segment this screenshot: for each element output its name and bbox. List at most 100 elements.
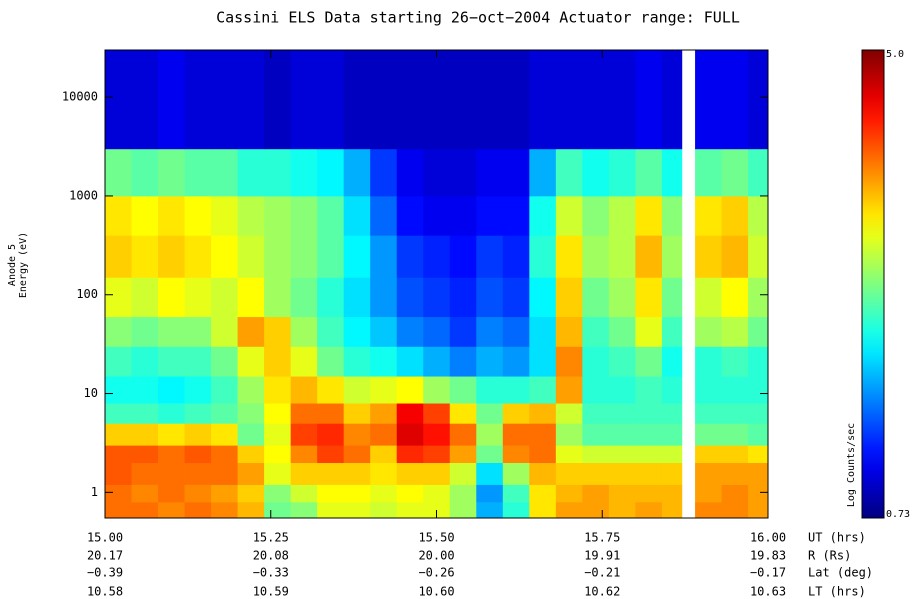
heatmap-cell (131, 484, 159, 503)
heatmap-cell (131, 346, 159, 377)
heatmap-cell (158, 376, 185, 404)
heatmap-cell (635, 148, 663, 197)
heatmap-cell (423, 403, 451, 424)
heatmap-cell (423, 277, 451, 318)
heatmap-cell (211, 346, 238, 377)
x-row-label: −0.39 (87, 566, 123, 580)
heatmap-cell (748, 376, 769, 404)
heatmap-cell (695, 462, 722, 485)
heatmap-cell (370, 148, 398, 197)
heatmap-cell (721, 445, 749, 464)
heatmap-cell (370, 195, 398, 236)
y-axis-label: Anode 5 (7, 244, 18, 286)
heatmap-cell (721, 462, 749, 485)
heatmap-cell (502, 235, 530, 278)
heatmap-cell (131, 501, 159, 519)
heatmap-cell (695, 50, 722, 150)
x-row-label: 10.60 (418, 585, 454, 599)
heatmap-cell (608, 423, 636, 446)
heatmap-cell (211, 316, 238, 347)
heatmap-cell (449, 346, 477, 377)
heatmap-cell (555, 423, 583, 446)
colorbar-label: Log Counts/sec (846, 423, 857, 507)
heatmap-cell (237, 462, 265, 485)
heatmap-cell (317, 316, 345, 347)
heatmap-cell (184, 484, 212, 503)
heatmap-cell (529, 376, 557, 404)
heatmap-cell (370, 462, 398, 485)
heatmap-cell (423, 445, 451, 464)
heatmap-cell (695, 376, 722, 404)
heatmap-cell (237, 376, 265, 404)
heatmap-cell (343, 195, 371, 236)
heatmap-cell (555, 346, 583, 377)
heatmap-cell (211, 148, 238, 197)
heatmap-cell (264, 50, 292, 150)
heatmap-cell (370, 376, 398, 404)
heatmap-cell (343, 462, 371, 485)
heatmap-cell (661, 346, 683, 377)
heatmap-cell (476, 484, 504, 503)
heatmap-cell (529, 148, 557, 197)
heatmap-cell (635, 462, 663, 485)
heatmap-cell (211, 50, 238, 150)
heatmap-cell (184, 148, 212, 197)
heatmap-cell (476, 235, 504, 278)
heatmap-cell (529, 235, 557, 278)
heatmap-cell (476, 277, 504, 318)
heatmap-cell (555, 50, 583, 150)
heatmap-cell (264, 484, 292, 503)
heatmap-cell (290, 195, 318, 236)
heatmap-cell (608, 277, 636, 318)
heatmap-cell (555, 148, 583, 197)
heatmap-cell (158, 277, 185, 318)
heatmap-cell (290, 462, 318, 485)
heatmap-cell (158, 50, 185, 150)
heatmap-cell (635, 316, 663, 347)
heatmap-cell (237, 501, 265, 519)
heatmap-cell (211, 376, 238, 404)
heatmap-cell (158, 195, 185, 236)
heatmap-cell (661, 235, 683, 278)
heatmap (105, 50, 769, 519)
heatmap-cell (105, 195, 132, 236)
heatmap-cell (396, 235, 424, 278)
heatmap-cell (608, 462, 636, 485)
heatmap-cell (370, 50, 398, 150)
heatmap-cell (721, 277, 749, 318)
heatmap-cell (290, 423, 318, 446)
heatmap-cell (264, 403, 292, 424)
heatmap-cell (396, 346, 424, 377)
x-axis-label: UT (hrs) (808, 531, 866, 545)
heatmap-cell (661, 50, 683, 150)
heatmap-cell (695, 403, 722, 424)
heatmap-cell (158, 403, 185, 424)
x-tick-label: 15.00 (87, 531, 123, 545)
heatmap-cell (158, 462, 185, 485)
heatmap-cell (184, 235, 212, 278)
heatmap-cell (343, 316, 371, 347)
heatmap-cell (695, 445, 722, 464)
heatmap-cell (502, 484, 530, 503)
heatmap-cell (695, 346, 722, 377)
heatmap-cell (211, 403, 238, 424)
heatmap-cell (748, 462, 769, 485)
heatmap-cell (290, 346, 318, 377)
heatmap-cell (105, 423, 132, 446)
heatmap-cell (317, 462, 345, 485)
heatmap-cell (237, 403, 265, 424)
x-tick-label: 15.50 (418, 531, 454, 545)
heatmap-cell (264, 501, 292, 519)
heatmap-cell (608, 376, 636, 404)
heatmap-cell (748, 50, 769, 150)
heatmap-cell (184, 462, 212, 485)
heatmap-cell (211, 484, 238, 503)
heatmap-cell (476, 376, 504, 404)
heatmap-cell (449, 316, 477, 347)
heatmap-cell (635, 195, 663, 236)
heatmap-cell (608, 445, 636, 464)
heatmap-cell (608, 235, 636, 278)
heatmap-cell (396, 445, 424, 464)
heatmap-cell (317, 423, 345, 446)
heatmap-cell (748, 195, 769, 236)
